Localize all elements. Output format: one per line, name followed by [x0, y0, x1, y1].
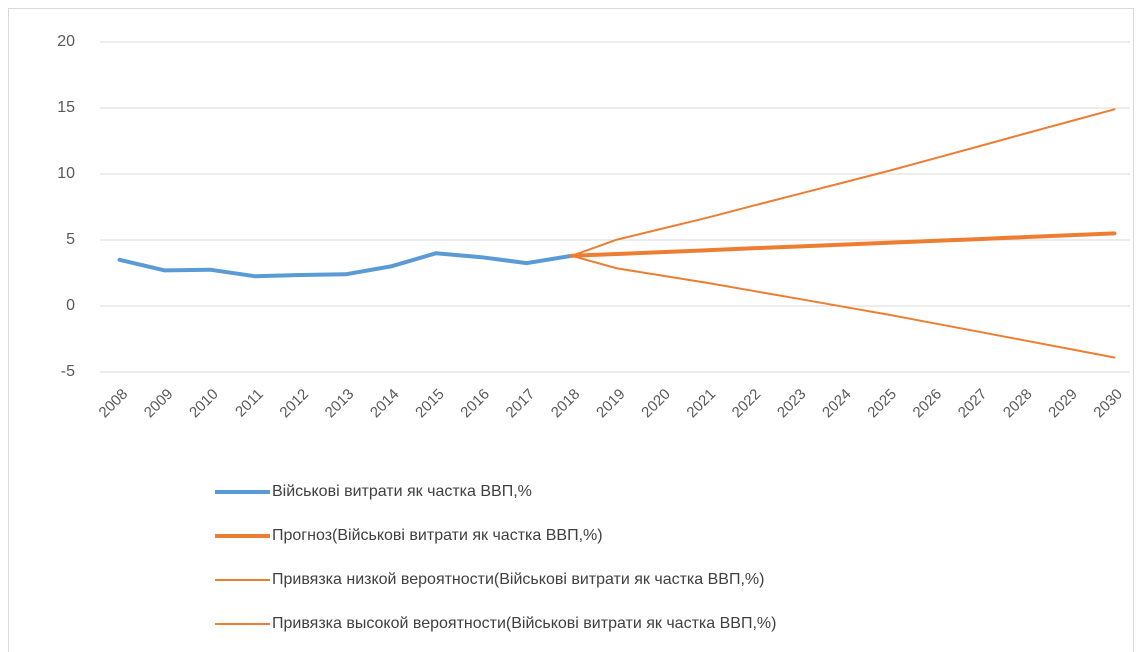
- x-tick-label: 2016: [457, 386, 493, 422]
- x-tick-label: 2024: [819, 386, 855, 422]
- x-tick-label: 2018: [548, 386, 584, 422]
- series-line: [570, 254, 1116, 359]
- x-tick-label: 2022: [729, 386, 765, 422]
- x-tick-label: 2027: [955, 386, 991, 422]
- y-tick-label: 15: [57, 99, 75, 116]
- x-tick-label: 2023: [774, 386, 810, 422]
- y-tick-label: 0: [66, 297, 75, 314]
- legend-label: Прогноз(Військові витрати як частка ВВП,…: [272, 527, 603, 544]
- x-tick-label: 2026: [910, 386, 946, 422]
- x-tick-label: 2021: [683, 386, 719, 422]
- x-tick-label: 2017: [503, 386, 539, 422]
- x-tick-label: 2014: [367, 386, 403, 422]
- y-tick-label: 20: [57, 33, 75, 50]
- legend-label: Привязка высокой вероятности(Військові в…: [272, 615, 776, 632]
- series-line: [569, 231, 1117, 258]
- x-tick-label: 2019: [593, 386, 629, 422]
- x-tick-label: 2020: [638, 386, 674, 422]
- x-tick-label: 2012: [276, 386, 312, 422]
- x-tick-label: 2010: [186, 386, 222, 422]
- x-tick-label: 2008: [96, 386, 132, 422]
- x-tick-label: 2028: [1000, 386, 1036, 422]
- x-tick-label: 2029: [1045, 386, 1081, 422]
- x-tick-label: 2009: [141, 386, 177, 422]
- legend-label: Військові витрати як частка ВВП,%: [272, 483, 532, 500]
- y-tick-label: -5: [61, 363, 75, 380]
- x-tick-label: 2015: [412, 386, 448, 422]
- x-tick-label: 2030: [1090, 386, 1126, 422]
- y-tick-label: 5: [66, 231, 75, 248]
- legend-label: Привязка низкой вероятности(Військові ви…: [272, 571, 764, 588]
- y-tick-label: 10: [57, 165, 75, 182]
- x-tick-label: 2025: [864, 386, 900, 422]
- series-line: [570, 108, 1116, 257]
- x-tick-label: 2011: [232, 386, 267, 421]
- series-line: [117, 251, 574, 279]
- chart-border: [8, 8, 1134, 652]
- x-tick-label: 2013: [322, 386, 358, 422]
